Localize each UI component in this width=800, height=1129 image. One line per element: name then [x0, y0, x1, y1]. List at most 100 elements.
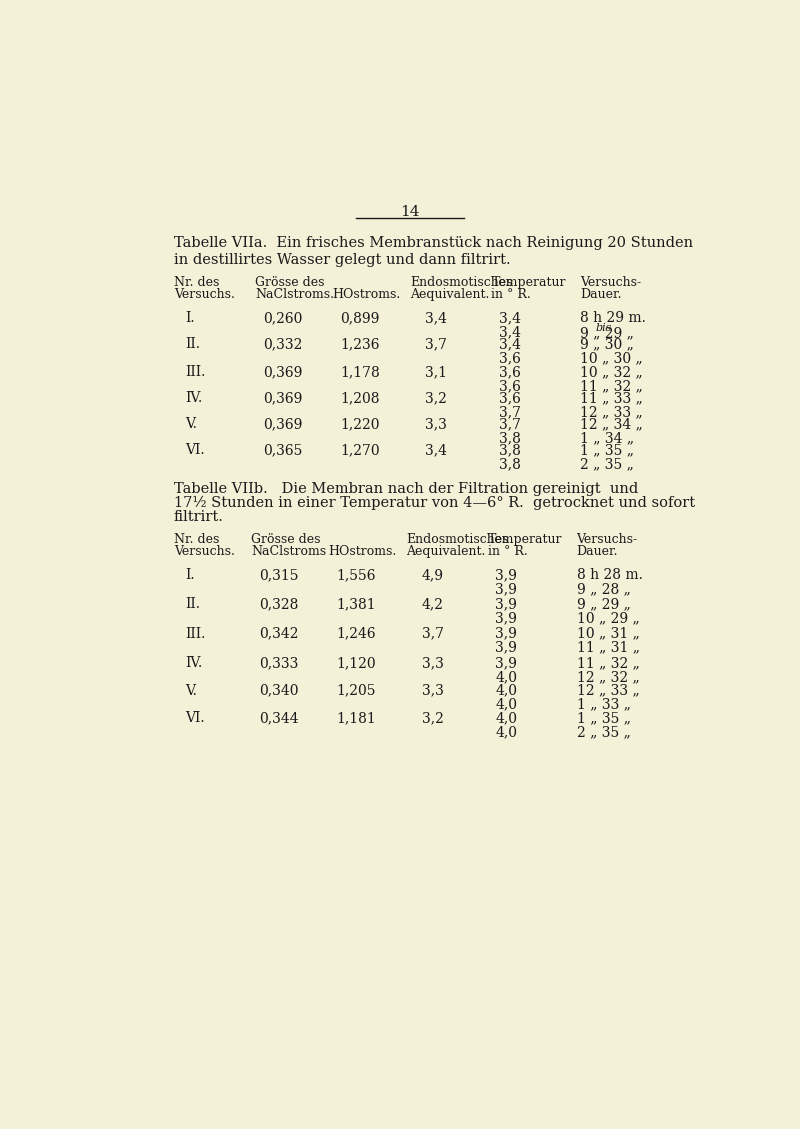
Text: 1,205: 1,205	[336, 684, 376, 698]
Text: 1,246: 1,246	[336, 627, 376, 641]
Text: VI.: VI.	[186, 444, 205, 457]
Text: Versuchs-: Versuchs-	[581, 275, 642, 289]
Text: 3,7: 3,7	[499, 405, 521, 419]
Text: 11 „ 31 „: 11 „ 31 „	[577, 640, 640, 655]
Text: 11 „ 32 „: 11 „ 32 „	[577, 656, 639, 669]
Text: 3,6: 3,6	[499, 365, 521, 379]
Text: 3,9: 3,9	[495, 597, 517, 612]
Text: 9 „ 30 „: 9 „ 30 „	[581, 338, 634, 351]
Text: 0,369: 0,369	[262, 418, 302, 431]
Text: Grösse des: Grösse des	[251, 533, 321, 545]
Text: 1,381: 1,381	[336, 597, 376, 612]
Text: in ° R.: in ° R.	[487, 545, 527, 558]
Text: 11 „ 32 „: 11 „ 32 „	[581, 379, 643, 393]
Text: 3,8: 3,8	[499, 457, 521, 471]
Text: 0,328: 0,328	[259, 597, 298, 612]
Text: 3,6: 3,6	[499, 351, 521, 365]
Text: 3,9: 3,9	[495, 583, 517, 596]
Text: 3,3: 3,3	[422, 684, 443, 698]
Text: HOstroms.: HOstroms.	[329, 545, 397, 558]
Text: 2 „ 35 „: 2 „ 35 „	[581, 457, 634, 471]
Text: 3,6: 3,6	[499, 379, 521, 393]
Text: Nr. des: Nr. des	[174, 533, 219, 545]
Text: III.: III.	[186, 627, 206, 641]
Text: 3,4: 3,4	[499, 338, 521, 351]
Text: 1,181: 1,181	[336, 711, 376, 726]
Text: 1 „ 35 „: 1 „ 35 „	[581, 444, 634, 457]
Text: Versuchs.: Versuchs.	[174, 545, 234, 558]
Text: Aequivalent.: Aequivalent.	[406, 545, 486, 558]
Text: 4,9: 4,9	[422, 568, 444, 583]
Text: 1,236: 1,236	[340, 338, 380, 351]
Text: Tabelle VIIb.   Die Membran nach der Filtration gereinigt  und: Tabelle VIIb. Die Membran nach der Filtr…	[174, 482, 638, 496]
Text: 0,344: 0,344	[259, 711, 298, 726]
Text: 3,3: 3,3	[422, 656, 443, 669]
Text: 3,8: 3,8	[499, 444, 521, 457]
Text: 3,2: 3,2	[422, 711, 443, 726]
Text: 17½ Stunden in einer Temperatur von 4—6° R.  getrocknet und sofort: 17½ Stunden in einer Temperatur von 4—6°…	[174, 496, 694, 510]
Text: 12 „ 34 „: 12 „ 34 „	[581, 418, 643, 431]
Text: 11 „ 33 „: 11 „ 33 „	[581, 391, 643, 405]
Text: Temperatur: Temperatur	[487, 533, 562, 545]
Text: Grösse des: Grösse des	[255, 275, 325, 289]
Text: 4,0: 4,0	[495, 698, 518, 711]
Text: 3,2: 3,2	[426, 391, 447, 405]
Text: 3,7: 3,7	[499, 418, 521, 431]
Text: 0,333: 0,333	[259, 656, 298, 669]
Text: 10 „ 30 „: 10 „ 30 „	[581, 351, 643, 365]
Text: 1 „ 34 „: 1 „ 34 „	[581, 431, 634, 445]
Text: 8 h 28 m.: 8 h 28 m.	[577, 568, 642, 583]
Text: Tabelle VIIa.  Ein frisches Membranstück nach Reinigung 20 Stunden: Tabelle VIIa. Ein frisches Membranstück …	[174, 236, 693, 250]
Text: Dauer.: Dauer.	[577, 545, 618, 558]
Text: NaClstroms.: NaClstroms.	[255, 288, 334, 301]
Text: 0,340: 0,340	[259, 684, 298, 698]
Text: 3,9: 3,9	[495, 611, 517, 625]
Text: 1 „ 35 „: 1 „ 35 „	[577, 711, 630, 726]
Text: in ° R.: in ° R.	[491, 288, 531, 301]
Text: Dauer.: Dauer.	[581, 288, 622, 301]
Text: IV.: IV.	[186, 391, 202, 405]
Text: 3,6: 3,6	[499, 391, 521, 405]
Text: II.: II.	[186, 338, 200, 351]
Text: HOstroms.: HOstroms.	[333, 288, 401, 301]
Text: 9 „ 29 „: 9 „ 29 „	[577, 597, 630, 612]
Text: 14: 14	[400, 204, 420, 219]
Text: III.: III.	[186, 365, 206, 379]
Text: 3,7: 3,7	[422, 627, 444, 641]
Text: 0,342: 0,342	[259, 627, 298, 641]
Text: 4,0: 4,0	[495, 725, 518, 739]
Text: Temperatur: Temperatur	[491, 275, 566, 289]
Text: 1 „ 33 „: 1 „ 33 „	[577, 698, 630, 711]
Text: Endosmotisches: Endosmotisches	[410, 275, 513, 289]
Text: Nr. des: Nr. des	[174, 275, 219, 289]
Text: Versuchs.: Versuchs.	[174, 288, 234, 301]
Text: bis: bis	[596, 323, 612, 333]
Text: 10 „ 31 „: 10 „ 31 „	[577, 627, 639, 641]
Text: V.: V.	[186, 684, 197, 698]
Text: 8 h 29 m.: 8 h 29 m.	[581, 312, 646, 325]
Text: 0,369: 0,369	[262, 365, 302, 379]
Text: 3,4: 3,4	[499, 312, 521, 325]
Text: 1,208: 1,208	[340, 391, 380, 405]
Text: 9 „ 28 „: 9 „ 28 „	[577, 583, 630, 596]
Text: 0,899: 0,899	[340, 312, 380, 325]
Text: 3,9: 3,9	[495, 640, 517, 655]
Text: 1,556: 1,556	[336, 568, 376, 583]
Text: II.: II.	[186, 597, 200, 612]
Text: 3,4: 3,4	[499, 325, 521, 339]
Text: 4,2: 4,2	[422, 597, 444, 612]
Text: Aequivalent.: Aequivalent.	[410, 288, 490, 301]
Text: I.: I.	[186, 568, 195, 583]
Text: VI.: VI.	[186, 711, 205, 726]
Text: 3,9: 3,9	[495, 627, 517, 641]
Text: V.: V.	[186, 418, 197, 431]
Text: 12 „ 32 „: 12 „ 32 „	[577, 669, 639, 684]
Text: 0,315: 0,315	[259, 568, 298, 583]
Text: Versuchs-: Versuchs-	[577, 533, 638, 545]
Text: 3,4: 3,4	[426, 444, 447, 457]
Text: 10 „ 32 „: 10 „ 32 „	[581, 365, 643, 379]
Text: 2 „ 35 „: 2 „ 35 „	[577, 725, 630, 739]
Text: 0,365: 0,365	[262, 444, 302, 457]
Text: 4,0: 4,0	[495, 711, 518, 726]
Text: 3,3: 3,3	[426, 418, 447, 431]
